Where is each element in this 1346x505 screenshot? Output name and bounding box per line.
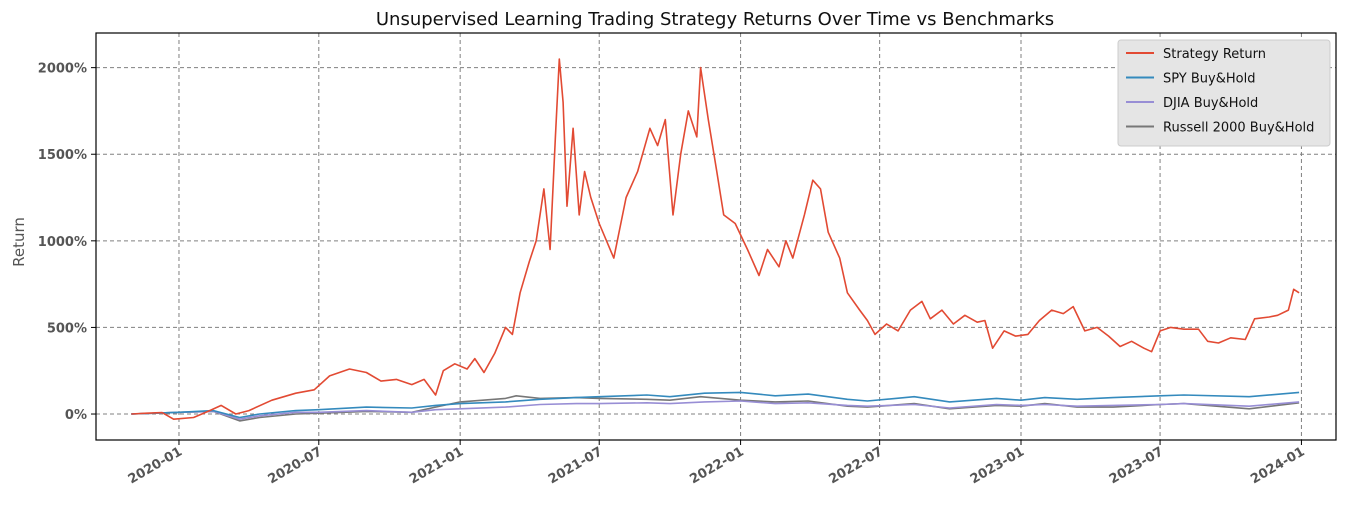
- legend-label: Strategy Return: [1163, 47, 1266, 62]
- y-tick-label: 500%: [47, 321, 87, 336]
- axis-ticks: 2020-01 2020-07 2021-01 2021-07 2022-01 2022-…: [38, 62, 1308, 488]
- x-tick-label: 2023-01: [968, 444, 1027, 487]
- y-tick-label: 1500%: [38, 148, 87, 163]
- y-axis-label: Return: [10, 217, 28, 267]
- legend: Strategy Return SPY Buy&Hold DJIA Buy&Hold…: [1117, 39, 1331, 147]
- series-lines: [131, 58, 1300, 422]
- y-tick-label: 2000%: [38, 62, 87, 77]
- y-tick-label: 0%: [65, 408, 87, 423]
- series-line-spy-buy-hold: [131, 391, 1300, 419]
- legend-box: [1117, 39, 1331, 147]
- x-tick-label: 2020-07: [266, 444, 325, 487]
- y-tick-label: 1000%: [38, 235, 87, 250]
- series-line-djia-buy-hold: [131, 400, 1300, 420]
- x-tick-label: 2020-01: [126, 444, 185, 487]
- x-tick-label: 2021-01: [407, 444, 466, 487]
- x-tick-label: 2021-07: [546, 444, 605, 487]
- x-tick-label: 2024-01: [1248, 444, 1307, 487]
- x-tick-label: 2022-07: [826, 444, 885, 487]
- x-tick-label: 2023-07: [1107, 444, 1166, 487]
- legend-label: DJIA Buy&Hold: [1163, 96, 1258, 111]
- legend-label: Russell 2000 Buy&Hold: [1163, 121, 1314, 136]
- series-line-strategy-return: [131, 58, 1300, 420]
- series-line-russell-2000-buy-hold: [131, 395, 1300, 422]
- legend-label: SPY Buy&Hold: [1163, 72, 1255, 87]
- plot-area-frame: [95, 32, 1337, 441]
- x-tick-label: 2022-01: [687, 444, 746, 487]
- chart-title: Unsupervised Learning Trading Strategy R…: [376, 9, 1054, 30]
